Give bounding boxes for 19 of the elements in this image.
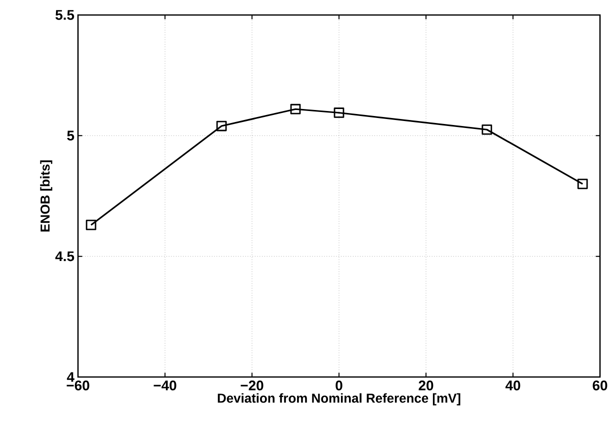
x-tick-label: 60 [592, 380, 608, 390]
y-axis-title: ENOB [bits] [40, 160, 52, 232]
y-tick-label: 4.5 [55, 251, 74, 262]
point [216, 120, 227, 132]
y-tick-label: 4 [66, 372, 74, 382]
x-tick-label: 0 [336, 380, 342, 390]
point [577, 178, 588, 190]
x-tick-label: −20 [240, 380, 264, 390]
x-tick-label: −60 [66, 380, 90, 390]
point [334, 108, 344, 118]
y-tick-label: 5 [67, 130, 74, 141]
point [290, 104, 301, 114]
point [86, 220, 96, 230]
point [482, 124, 492, 135]
y-tick-label: 5.5 [56, 10, 74, 20]
x-axis-title: Deviation from Nominal Reference [mV] [218, 393, 460, 406]
x-tick-label: 20 [418, 380, 434, 390]
x-tick-label: 40 [505, 380, 520, 390]
x-tick-label: −40 [154, 380, 176, 390]
